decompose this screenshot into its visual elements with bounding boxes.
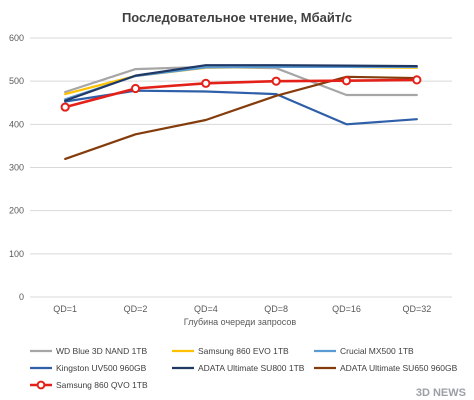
legend-label: Crucial MX500 1TB bbox=[340, 346, 414, 356]
y-tick-label: 400 bbox=[9, 119, 24, 129]
legend-label: WD Blue 3D NAND 1TB bbox=[56, 346, 147, 356]
series-point bbox=[60, 102, 70, 112]
x-axis-title: Глубина очереди запросов bbox=[184, 317, 297, 327]
series-point bbox=[130, 83, 141, 94]
series-point bbox=[412, 75, 422, 85]
legend-item: ADATA Ultimate SU650 960GB bbox=[314, 363, 458, 373]
x-tick-label: QD=16 bbox=[332, 304, 361, 314]
y-tick-label: 200 bbox=[9, 206, 24, 216]
legend-label: Samsung 860 QVO 1TB bbox=[56, 380, 148, 390]
y-axis-ticks: 0 100 200 300 400 500 600 bbox=[9, 33, 24, 302]
y-tick-label: 0 bbox=[19, 292, 24, 302]
x-axis-ticks: QD=1 QD=2 QD=4 QD=8 QD=16 QD=32 bbox=[53, 304, 431, 314]
y-tick-label: 600 bbox=[9, 33, 24, 43]
legend: WD Blue 3D NAND 1TB Samsung 860 EVO 1TB Cr… bbox=[30, 346, 458, 390]
legend-label: Samsung 860 EVO 1TB bbox=[198, 346, 289, 356]
legend-item: Crucial MX500 1TB bbox=[314, 346, 414, 356]
legend-item: Kingston UV500 960GB bbox=[30, 363, 147, 373]
y-tick-label: 300 bbox=[9, 163, 24, 173]
x-tick-label: QD=32 bbox=[402, 304, 431, 314]
chart-title: Последовательное чтение, Мбайт/с bbox=[122, 10, 352, 25]
y-tick-label: 100 bbox=[9, 249, 24, 259]
y-tick-label: 500 bbox=[9, 76, 24, 86]
x-tick-label: QD=1 bbox=[53, 304, 77, 314]
series-line-6 bbox=[63, 78, 419, 109]
legend-item: WD Blue 3D NAND 1TB bbox=[30, 346, 147, 356]
series-point bbox=[271, 76, 281, 86]
legend-item: Samsung 860 QVO 1TB bbox=[30, 380, 148, 390]
x-tick-label: QD=8 bbox=[264, 304, 288, 314]
legend-marker bbox=[36, 380, 46, 390]
series-line-4 bbox=[64, 64, 418, 102]
series-lines bbox=[60, 64, 422, 160]
legend-label: ADATA Ultimate SU650 960GB bbox=[340, 363, 458, 373]
legend-item: Samsung 860 EVO 1TB bbox=[172, 346, 289, 356]
legend-label: Kingston UV500 960GB bbox=[56, 363, 147, 373]
series-line-5 bbox=[64, 75, 418, 160]
legend-item: ADATA Ultimate SU800 1TB bbox=[172, 363, 305, 373]
x-tick-label: QD=4 bbox=[194, 304, 218, 314]
watermark-logo: 3D NEWS bbox=[416, 387, 466, 399]
x-tick-label: QD=2 bbox=[124, 304, 148, 314]
series-point bbox=[341, 76, 352, 86]
series-point bbox=[201, 78, 211, 88]
legend-label: ADATA Ultimate SU800 1TB bbox=[198, 363, 305, 373]
